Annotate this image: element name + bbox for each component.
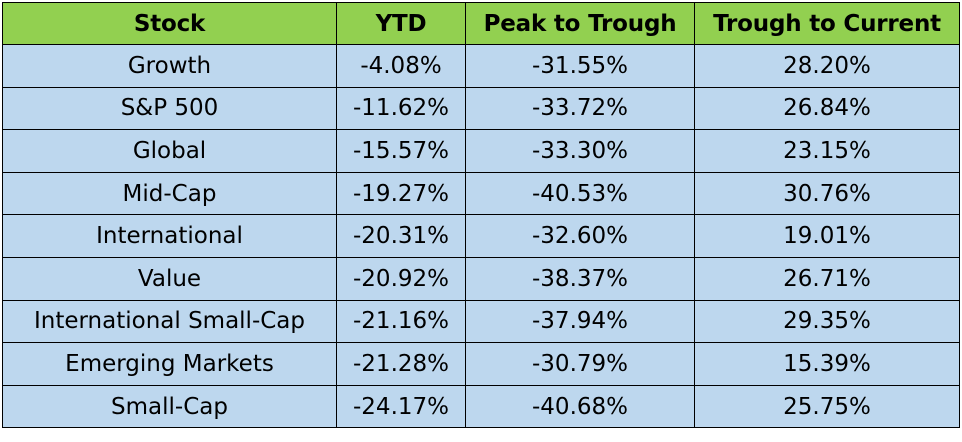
- cell-trough-to-current: 30.76%: [694, 171, 960, 216]
- cell-ytd: -11.62%: [336, 86, 466, 131]
- cell-stock: International: [2, 214, 337, 258]
- table-row: International Small-Cap -21.16% -37.94% …: [2, 299, 960, 344]
- cell-peak-to-trough: -33.30%: [465, 129, 695, 173]
- table-row: Mid-Cap -19.27% -40.53% 30.76%: [2, 171, 960, 216]
- cell-stock: S&P 500: [2, 86, 337, 131]
- cell-ytd: -21.16%: [336, 299, 466, 344]
- cell-ytd: -21.28%: [336, 342, 466, 386]
- cell-stock: Emerging Markets: [2, 342, 337, 386]
- cell-stock: International Small-Cap: [2, 299, 337, 344]
- cell-ytd: -15.57%: [336, 129, 466, 173]
- cell-stock: Global: [2, 129, 337, 173]
- header-trough-to-current: Trough to Current: [694, 2, 960, 45]
- cell-trough-to-current: 25.75%: [694, 384, 960, 429]
- table-row: S&P 500 -11.62% -33.72% 26.84%: [2, 86, 960, 131]
- table-row: Emerging Markets -21.28% -30.79% 15.39%: [2, 342, 960, 386]
- cell-trough-to-current: 29.35%: [694, 299, 960, 344]
- cell-trough-to-current: 26.84%: [694, 86, 960, 131]
- cell-trough-to-current: 19.01%: [694, 214, 960, 258]
- cell-trough-to-current: 28.20%: [694, 44, 960, 88]
- cell-trough-to-current: 26.71%: [694, 256, 960, 301]
- cell-peak-to-trough: -30.79%: [465, 342, 695, 386]
- cell-ytd: -24.17%: [336, 384, 466, 429]
- cell-ytd: -19.27%: [336, 171, 466, 216]
- cell-peak-to-trough: -33.72%: [465, 86, 695, 131]
- cell-ytd: -4.08%: [336, 44, 466, 88]
- cell-ytd: -20.92%: [336, 256, 466, 301]
- cell-peak-to-trough: -32.60%: [465, 214, 695, 258]
- cell-trough-to-current: 23.15%: [694, 129, 960, 173]
- cell-stock: Mid-Cap: [2, 171, 337, 216]
- cell-ytd: -20.31%: [336, 214, 466, 258]
- cell-stock: Small-Cap: [2, 384, 337, 429]
- header-ytd: YTD: [336, 2, 466, 45]
- cell-stock: Value: [2, 256, 337, 301]
- cell-peak-to-trough: -40.68%: [465, 384, 695, 429]
- cell-stock: Growth: [2, 44, 337, 88]
- header-peak-to-trough: Peak to Trough: [465, 2, 695, 45]
- cell-peak-to-trough: -40.53%: [465, 171, 695, 216]
- table-row: Small-Cap -24.17% -40.68% 25.75%: [2, 384, 960, 429]
- stock-returns-table: Stock YTD Peak to Trough Trough to Curre…: [2, 2, 960, 429]
- cell-peak-to-trough: -31.55%: [465, 44, 695, 88]
- table-row: Growth -4.08% -31.55% 28.20%: [2, 44, 960, 88]
- table-row: Global -15.57% -33.30% 23.15%: [2, 129, 960, 173]
- cell-trough-to-current: 15.39%: [694, 342, 960, 386]
- table-row: International -20.31% -32.60% 19.01%: [2, 214, 960, 258]
- header-row: Stock YTD Peak to Trough Trough to Curre…: [2, 2, 960, 45]
- cell-peak-to-trough: -38.37%: [465, 256, 695, 301]
- cell-peak-to-trough: -37.94%: [465, 299, 695, 344]
- header-stock: Stock: [2, 2, 337, 45]
- table-row: Value -20.92% -38.37% 26.71%: [2, 256, 960, 301]
